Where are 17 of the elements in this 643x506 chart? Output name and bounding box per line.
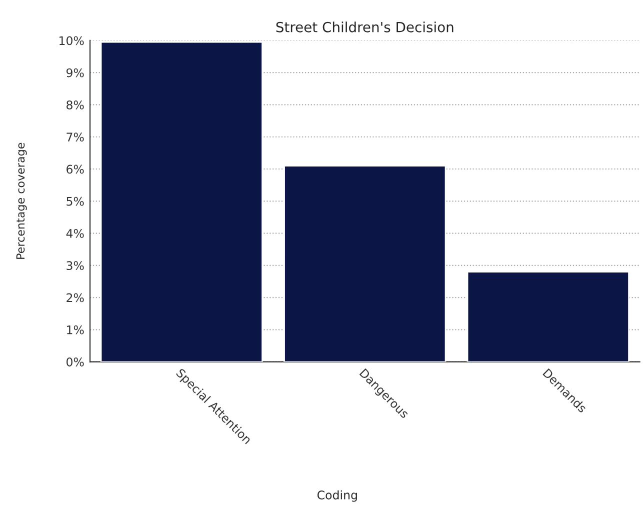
y-tick-label: 10% [60,36,84,46]
chart-title: Street Children's Decision [276,22,454,32]
y-axis-title: Percentage coverage [16,142,27,259]
y-tick-label: 7% [66,132,84,142]
y-tick-label: 4% [66,228,84,238]
y-tick-label: 1% [67,325,84,334]
y-tick-label: 9% [66,68,84,78]
bar [100,41,263,362]
y-tick-label: 0% [66,358,84,366]
y-tick-label: 5% [66,196,84,206]
bar [466,271,630,362]
y-tick-label: 3% [66,261,84,270]
y-tick-label: 2% [66,293,84,302]
y-tick-label: 8% [66,100,84,110]
y-tick-label: 6% [66,164,84,174]
bar [284,165,446,362]
x-axis-title: Coding [317,490,357,502]
